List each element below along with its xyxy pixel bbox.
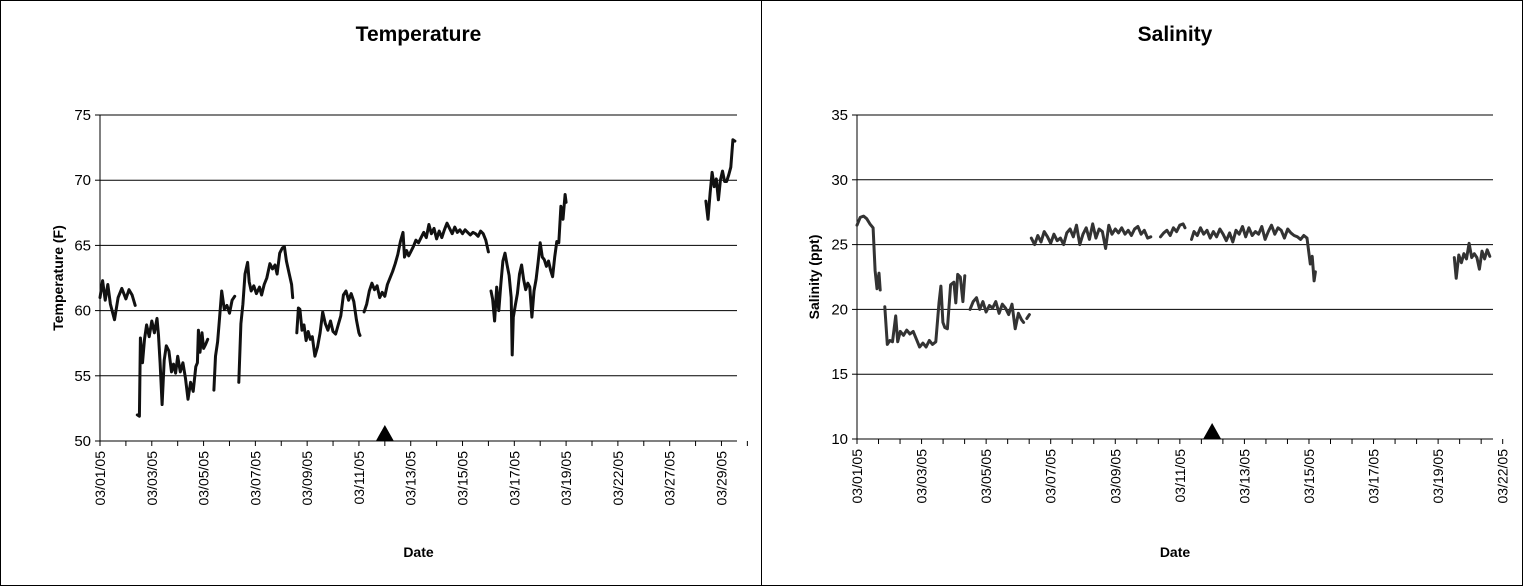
temperature-chart: Temperature 50 55 60 65 70 75 03/01/05 03/03/05 0… — [50, 23, 748, 560]
series-line-segment — [237, 245, 295, 384]
salinity-chart: Salinity 10 15 20 25 30 35 03/01/05 03/03/05 03/0… — [806, 23, 1511, 560]
salinity-chart-panel: Salinity 10 15 20 25 30 35 03/01/05 03/03/05 03/0… — [761, 0, 1523, 586]
series-line-segment — [1452, 241, 1492, 280]
x-tick-label: 03/13/05 — [403, 451, 419, 506]
x-axis-label: Date — [1160, 544, 1191, 560]
x-tick-label: 03/17/05 — [506, 451, 522, 506]
x-tick-label: 03/03/05 — [144, 451, 160, 506]
x-tick-label: 03/05/05 — [978, 449, 994, 504]
series-line-segment — [883, 272, 967, 349]
y-tick-label: 70 — [74, 172, 91, 189]
series-line-segment — [295, 289, 362, 358]
y-tick-label: 25 — [831, 237, 848, 254]
x-tick-label: 03/11/05 — [351, 451, 367, 505]
series-line-segment — [135, 316, 210, 418]
y-tick-label: 75 — [74, 107, 91, 124]
series-line-segment — [968, 296, 1026, 331]
triangle-marker — [375, 425, 394, 441]
y-tick-label: 50 — [74, 433, 91, 450]
y-tick-label: 15 — [831, 366, 848, 383]
x-tick-label: 03/19/05 — [558, 451, 574, 506]
x-tick-label: 03/15/05 — [455, 451, 471, 506]
x-tick-label: 03/22/05 — [1495, 449, 1511, 504]
series-line-segment — [1159, 222, 1187, 239]
series-line-segment — [98, 279, 137, 322]
x-tick-label: 03/09/05 — [299, 451, 315, 506]
y-tick-label: 65 — [74, 237, 91, 254]
y-axis-label: Temperature (F) — [50, 225, 66, 331]
series-line-segment — [212, 289, 237, 392]
x-tick-label: 03/11/05 — [1172, 449, 1188, 503]
series-line-segment — [1029, 222, 1153, 250]
x-tick-label: 03/07/05 — [1043, 449, 1059, 504]
x-tick-label: 03/29/05 — [713, 451, 729, 506]
x-tick-label: 03/05/05 — [196, 451, 212, 506]
y-axis-label: Salinity (ppt) — [806, 235, 822, 320]
chart-title: Salinity — [1138, 23, 1213, 46]
y-tick-label: 55 — [74, 368, 91, 385]
x-tick-label: 03/27/05 — [662, 451, 678, 506]
y-tick-label: 35 — [831, 107, 848, 124]
y-tick-label: 30 — [831, 172, 848, 189]
x-tick-label: 03/01/05 — [92, 451, 108, 506]
y-tick-label: 60 — [74, 303, 91, 320]
x-tick-label: 03/22/05 — [610, 451, 626, 506]
temperature-chart-panel: Temperature 50 55 60 65 70 75 03/01/05 03/03/05 0… — [0, 0, 762, 586]
chart-title: Temperature — [356, 23, 482, 46]
x-tick-label: 03/15/05 — [1301, 449, 1317, 504]
x-tick-label: 03/09/05 — [1107, 449, 1123, 504]
series-line-segment — [362, 221, 490, 314]
x-axis-label: Date — [403, 544, 434, 560]
x-tick-label: 03/19/05 — [1430, 449, 1446, 504]
series-line-segment — [1190, 223, 1317, 283]
x-tick-label: 03/13/05 — [1236, 449, 1252, 504]
x-tick-label: 03/03/05 — [914, 449, 930, 504]
series-line-segment — [489, 193, 568, 357]
series-line-segment — [704, 138, 737, 221]
x-tick-label: 03/17/05 — [1366, 449, 1382, 504]
series-line-segment — [855, 214, 882, 292]
y-tick-label: 10 — [831, 431, 848, 448]
series-line-segment — [1025, 313, 1031, 320]
x-tick-label: 03/01/05 — [849, 449, 865, 504]
x-tick-label: 03/07/05 — [247, 451, 263, 506]
y-tick-label: 20 — [831, 301, 848, 318]
triangle-marker — [1203, 423, 1222, 439]
